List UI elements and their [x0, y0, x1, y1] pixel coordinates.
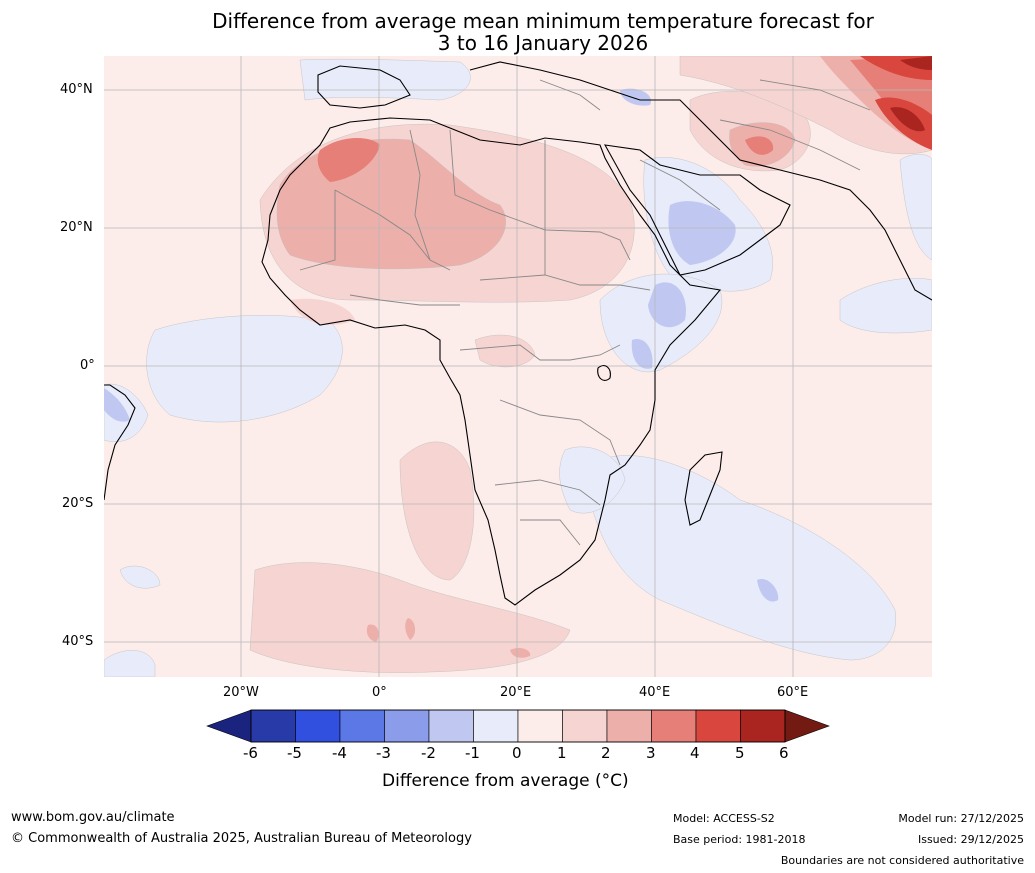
colorbar-segment	[428, 709, 474, 743]
title-line-1: Difference from average mean minimum tem…	[212, 9, 874, 33]
warm-anomaly-iran-core	[745, 136, 774, 155]
lat-label-equator: 0°	[80, 358, 95, 373]
warm-anomaly-south-atlantic-small-1	[366, 624, 379, 642]
colorbar-segment	[473, 709, 519, 743]
footer-issued: Issued: 29/12/2025	[917, 833, 1024, 846]
footer-copyright: © Commonwealth of Australia 2025, Austra…	[11, 831, 472, 846]
cool-anomaly-southern-africa	[559, 446, 626, 514]
colorbar-tick: 3	[646, 744, 656, 762]
iberia-coast	[317, 65, 411, 109]
lat-label-40n: 40°N	[60, 82, 93, 97]
warm-anomaly-guinea	[290, 298, 355, 325]
cool-anomaly-iberia	[299, 58, 471, 101]
colorbar-label: Difference from average (°C)	[382, 771, 629, 791]
cool-anomaly-indian-ocean-south	[589, 455, 896, 661]
colorbar-tick: 2	[601, 744, 611, 762]
colorbar-tick: 4	[690, 744, 700, 762]
south-america-coast	[104, 384, 136, 501]
map-plot-area	[104, 56, 932, 677]
colorbar-segment	[562, 709, 608, 743]
warm-anomaly-namibia-offshore	[399, 441, 475, 581]
cool-anomaly-india	[899, 154, 932, 261]
cool-anomaly-yemen-core	[668, 201, 736, 265]
cool-anomaly-south-atlantic	[119, 565, 161, 589]
warm-anomaly-south-atlantic-small-3	[510, 647, 531, 658]
lake-victoria	[597, 365, 611, 381]
colorbar-tick: -1	[465, 744, 480, 762]
colorbar-extend-low	[206, 709, 252, 743]
cool-anomaly-kenya-core	[631, 339, 653, 369]
graticule	[104, 56, 932, 677]
lat-label-40s: 40°S	[62, 634, 94, 649]
footer-disclaimer: Boundaries are not considered authoritat…	[780, 854, 1024, 867]
lon-label-40e: 40°E	[639, 685, 671, 700]
lon-label-20e: 20°E	[500, 685, 532, 700]
lat-label-20s: 20°S	[62, 496, 94, 511]
colorbar-tick: -2	[421, 744, 436, 762]
warm-anomaly-congo	[474, 334, 536, 368]
cool-anomaly-turkey-core	[620, 88, 651, 106]
coastlines	[104, 61, 932, 606]
footer-base-period: Base period: 1981-2018	[673, 833, 806, 846]
cool-anomaly-ethiopia-core	[648, 282, 686, 328]
cool-anomaly-indian-core	[757, 579, 779, 602]
colorbar-segment	[250, 709, 296, 743]
colorbar-segment	[651, 709, 697, 743]
lat-label-20n: 20°N	[60, 220, 93, 235]
title-line-2: 3 to 16 January 2026	[437, 31, 649, 55]
colorbar-segment	[295, 709, 341, 743]
colorbar-segment	[339, 709, 385, 743]
colorbar-segment	[740, 709, 786, 743]
colorbar-tick: -6	[243, 744, 258, 762]
warm-anomaly-south-atlantic	[249, 562, 571, 673]
cool-anomaly-brazil-core	[104, 388, 130, 422]
cool-anomaly-arabian-sea	[839, 278, 932, 334]
colorbar-segment	[517, 709, 563, 743]
colorbar-tick: 6	[779, 744, 789, 762]
colorbar-extend-high	[784, 709, 830, 743]
lon-label-0: 0°	[372, 685, 387, 700]
asia-coast	[469, 61, 932, 301]
colorbar-tick: -5	[287, 744, 302, 762]
warm-anomaly-asia-5-6-north	[900, 56, 932, 70]
country-borders	[299, 79, 871, 546]
map-title: Difference from average mean minimum tem…	[0, 10, 1035, 54]
colorbar-outline	[250, 709, 786, 743]
colorbar-tick: -4	[332, 744, 347, 762]
colorbar-tick: 1	[557, 744, 567, 762]
colorbar-tick: -3	[376, 744, 391, 762]
colorbar-segment	[695, 709, 741, 743]
footer-website: www.bom.gov.au/climate	[11, 810, 175, 825]
footer-model: Model: ACCESS-S2	[673, 812, 775, 825]
warm-anomaly-morocco-core	[317, 138, 380, 182]
lon-label-20w: 20°W	[223, 685, 259, 700]
warm-anomaly-south-atlantic-small-2	[405, 618, 416, 640]
lon-label-60e: 60°E	[777, 685, 809, 700]
colorbar	[206, 709, 830, 743]
arabia-coast	[603, 144, 791, 276]
madagascar-coast	[684, 451, 723, 526]
cool-anomaly-atlantic	[146, 315, 343, 423]
colorbar-segment	[606, 709, 652, 743]
footer-model-run: Model run: 27/12/2025	[898, 812, 1024, 825]
warm-anomaly-asia-5-6	[890, 107, 925, 132]
colorbar-segment	[384, 709, 430, 743]
colorbar-tick: 5	[735, 744, 745, 762]
africa-coast	[261, 117, 722, 606]
colorbar-tick: 0	[512, 744, 522, 762]
cool-anomaly-sw-corner	[104, 650, 156, 677]
